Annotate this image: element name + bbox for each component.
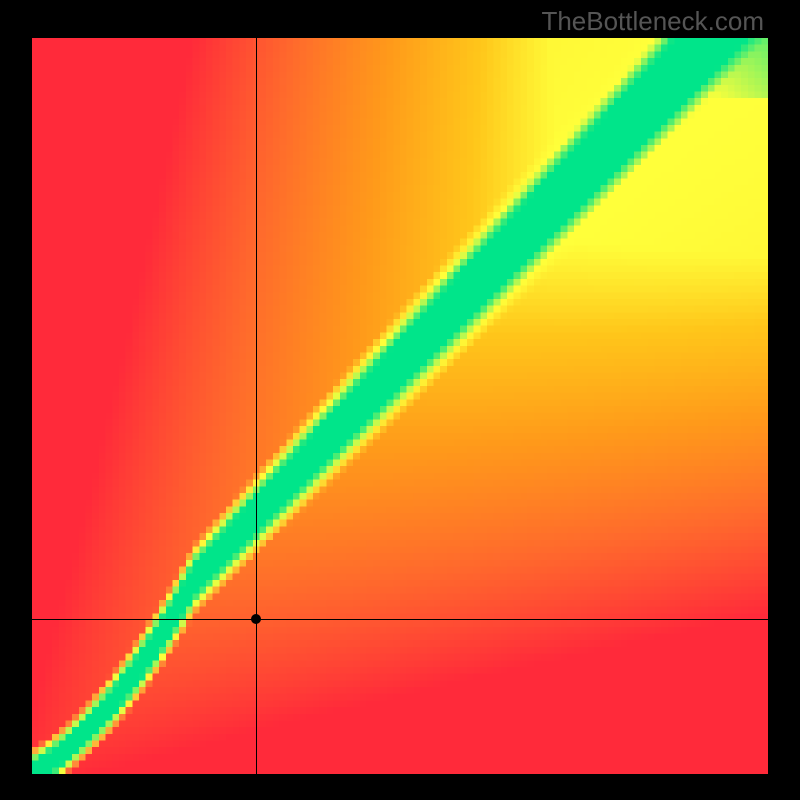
crosshair-horizontal [32,619,768,620]
crosshair-vertical [256,38,257,774]
chart-container: TheBottleneck.com [0,0,800,800]
crosshair-marker [251,614,261,624]
bottleneck-heatmap [32,38,768,774]
watermark-text: TheBottleneck.com [541,6,764,37]
